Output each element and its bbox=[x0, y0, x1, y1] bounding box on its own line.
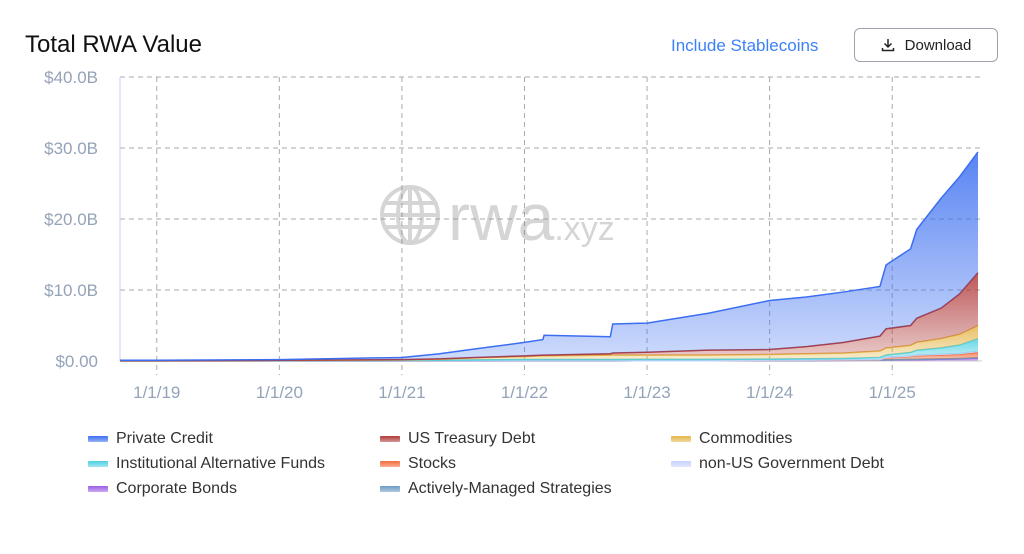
legend-item[interactable]: Stocks bbox=[380, 455, 456, 473]
stacked-area-chart[interactable]: rwa.xyz $0.00 $10.0B $20.0B $30.0B $40.0B 1/1… bbox=[0, 0, 1024, 420]
area-private-credit[interactable] bbox=[120, 151, 978, 361]
legend-swatch bbox=[380, 436, 400, 442]
x-tick-label: 1/1/20 bbox=[256, 383, 303, 402]
legend-item[interactable]: Private Credit bbox=[88, 430, 213, 448]
download-label: Download bbox=[904, 36, 972, 54]
download-button[interactable]: Download bbox=[854, 28, 998, 62]
line-private-credit bbox=[120, 151, 979, 362]
legend-label: Actively-Managed Strategies bbox=[408, 480, 612, 497]
legend-label: Corporate Bonds bbox=[116, 480, 237, 497]
watermark: rwa.xyz bbox=[380, 180, 615, 254]
legend-label: Institutional Alternative Funds bbox=[116, 455, 326, 472]
legend-item[interactable]: Actively-Managed Strategies bbox=[380, 480, 612, 498]
legend-swatch bbox=[88, 461, 108, 467]
legend-label: Private Credit bbox=[116, 430, 213, 447]
legend-item[interactable]: US Treasury Debt bbox=[380, 430, 535, 448]
legend-label: US Treasury Debt bbox=[408, 430, 536, 447]
legend-swatch bbox=[671, 436, 691, 442]
y-tick-label: $10.0B bbox=[44, 281, 98, 300]
legend-swatch bbox=[88, 436, 108, 442]
legend-swatch bbox=[380, 486, 400, 492]
legend-item[interactable]: Institutional Alternative Funds bbox=[88, 455, 325, 473]
legend-swatch bbox=[380, 461, 400, 467]
y-tick-label: $30.0B bbox=[44, 139, 98, 158]
x-tick-label: 1/1/21 bbox=[378, 383, 425, 402]
watermark-text: rwa.xyz bbox=[448, 180, 615, 254]
x-tick-label: 1/1/23 bbox=[623, 383, 670, 402]
download-icon bbox=[881, 39, 894, 52]
y-tick-label: $0.00 bbox=[55, 352, 98, 371]
y-tick-label: $40.0B bbox=[44, 68, 98, 87]
legend-label: Commodities bbox=[699, 430, 793, 447]
legend-item[interactable]: non-US Government Debt bbox=[671, 455, 884, 473]
x-tick-label: 1/1/19 bbox=[133, 383, 180, 402]
legend-label: Stocks bbox=[408, 455, 457, 472]
globe-icon bbox=[380, 185, 440, 245]
chart-title: Total RWA Value bbox=[25, 31, 202, 58]
x-tick-label: 1/1/24 bbox=[746, 383, 793, 402]
legend-label: non-US Government Debt bbox=[699, 455, 884, 472]
x-tick-label: 1/1/22 bbox=[501, 383, 548, 402]
x-tick-label: 1/1/25 bbox=[869, 383, 916, 402]
y-tick-label: $20.0B bbox=[44, 210, 98, 229]
area-corporate-bonds[interactable] bbox=[120, 358, 978, 361]
legend-swatch bbox=[671, 461, 691, 467]
include-stablecoins-toggle[interactable]: Include Stablecoins bbox=[671, 36, 819, 55]
legend-item[interactable]: Commodities bbox=[671, 430, 792, 448]
legend-item[interactable]: Corporate Bonds bbox=[88, 480, 237, 498]
legend-swatch bbox=[88, 486, 108, 492]
